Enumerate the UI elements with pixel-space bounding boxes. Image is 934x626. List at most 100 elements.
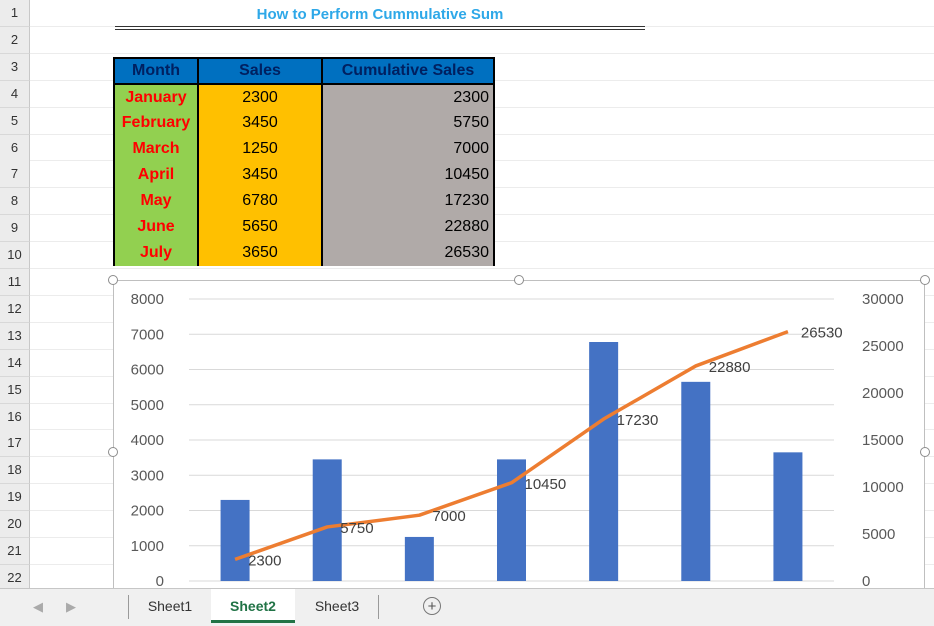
row-header[interactable]: 3 [0,53,30,81]
row-header[interactable]: 18 [0,457,30,485]
month-cell[interactable]: July [113,240,199,266]
chart-resize-handle-left[interactable] [108,447,118,457]
chart-resize-handle-top-right[interactable] [920,275,930,285]
table-header-row: Month Sales Cumulative Sales [113,57,495,85]
right-axis-tick-label: 25000 [862,338,904,355]
cumulative-sales-cell[interactable]: 10450 [321,162,495,188]
month-cell[interactable]: February [113,110,199,136]
cumulative-sales-cell[interactable]: 2300 [321,84,495,110]
sheet-title: How to Perform Cummulative Sum [256,6,504,23]
tab-sheet3[interactable]: Sheet3 [314,598,360,614]
row-header[interactable]: 6 [0,134,30,162]
month-cell[interactable]: March [113,136,199,162]
combo-chart[interactable]: 0 1000 2000 3000 4000 5000 6000 7000 8000 0 5000 10… [113,280,925,588]
data-label: 5750 [340,520,373,537]
column-header[interactable]: Cumulative Sales [321,57,495,85]
row-header[interactable]: 11 [0,269,30,296]
row-header[interactable]: 19 [0,484,30,512]
cumulative-sales-cell[interactable]: 26530 [321,240,495,266]
sales-cell[interactable]: 1250 [197,136,323,162]
cumulative-sales-cell[interactable]: 22880 [321,214,495,240]
row-header[interactable]: 5 [0,107,30,135]
bar [589,342,619,581]
row-header[interactable]: 15 [0,376,30,404]
tab-separator [378,595,379,619]
sheet-tab-bar: ◀ ▶ Sheet1 Sheet2 Sheet3 + [0,588,934,626]
table-row: July 3650 26530 [113,240,495,266]
row-header[interactable]: 1 [0,0,30,27]
data-label: 26530 [801,325,843,342]
row-header[interactable]: 21 [0,538,30,565]
table-row: May 6780 17230 [113,188,495,214]
bar [681,381,711,581]
column-header[interactable]: Month [113,57,199,85]
right-axis-tick-label: 20000 [862,385,904,402]
table-row: March 1250 7000 [113,136,495,162]
row-header[interactable]: 2 [0,26,30,54]
title-underline-top [115,26,645,27]
left-axis-tick-label: 2000 [131,503,164,520]
tab-sheet2[interactable]: Sheet2 [211,589,295,623]
right-axis-tick-label: 10000 [862,479,904,496]
right-axis-tick-label: 0 [862,573,870,588]
table-row: February 3450 5750 [113,110,495,136]
left-axis-tick-label: 7000 [131,326,164,343]
right-axis-tick-label: 5000 [862,526,895,543]
sales-cell[interactable]: 3450 [197,162,323,188]
data-label: 22880 [709,359,751,376]
row-gridline [30,268,934,269]
row-header[interactable]: 7 [0,161,30,189]
sales-cell[interactable]: 2300 [197,84,323,110]
row-header[interactable]: 22 [0,564,30,588]
bar [312,459,342,581]
cumulative-sales-cell[interactable]: 17230 [321,188,495,214]
chart-resize-handle-top-left[interactable] [108,275,118,285]
left-axis-tick-label: 8000 [131,291,164,308]
data-label: 10450 [525,476,567,493]
bar [773,452,803,581]
month-cell[interactable]: April [113,162,199,188]
sales-cell[interactable]: 5650 [197,214,323,240]
cumulative-sales-cell[interactable]: 5750 [321,110,495,136]
row-header[interactable]: 8 [0,188,30,216]
tab-sheet1[interactable]: Sheet1 [147,598,193,614]
cumulative-sales-cell[interactable]: 7000 [321,136,495,162]
month-cell[interactable]: January [113,84,199,110]
row-header[interactable]: 4 [0,80,30,108]
bar [404,536,434,581]
chart-resize-handle-top[interactable] [514,275,524,285]
tab-scroll-right-icon[interactable]: ▶ [66,599,76,614]
tab-scroll-left-icon[interactable]: ◀ [33,599,43,614]
left-axis-tick-label: 1000 [131,538,164,555]
row-header[interactable]: 14 [0,349,30,377]
row-header[interactable]: 20 [0,511,30,539]
sales-cell[interactable]: 3650 [197,240,323,266]
row-header[interactable]: 16 [0,403,30,431]
column-header[interactable]: Sales [197,57,323,85]
table-row: June 5650 22880 [113,214,495,240]
sales-cell[interactable]: 3450 [197,110,323,136]
left-axis-tick-label: 4000 [131,432,164,449]
month-cell[interactable]: May [113,188,199,214]
table-row: April 3450 10450 [113,162,495,188]
left-axis-tick-label: 5000 [131,397,164,414]
row-gridline [30,52,934,54]
chart-resize-handle-right[interactable] [920,447,930,457]
add-sheet-icon[interactable]: + [423,597,441,615]
bar [220,499,250,581]
left-axis-tick-label: 3000 [131,467,164,484]
row-header[interactable]: 12 [0,295,30,323]
worksheet[interactable]: 1 2 3 4 5 6 7 8 9 10 11 12 13 14 15 16 17 18 19 20 21 22 How … [0,0,934,588]
left-axis-tick-label: 0 [156,573,164,588]
table-row: January 2300 2300 [113,84,495,110]
row-header[interactable]: 10 [0,242,30,270]
tab-separator [128,595,129,619]
row-header[interactable]: 9 [0,215,30,243]
row-header[interactable]: 17 [0,430,30,458]
row-header[interactable]: 13 [0,322,30,350]
sales-table: Month Sales Cumulative Sales January 2300 230… [113,57,495,266]
sales-cell[interactable]: 6780 [197,188,323,214]
month-cell[interactable]: June [113,214,199,240]
title-underline-bottom [115,29,645,30]
cumulative-line [234,329,789,562]
